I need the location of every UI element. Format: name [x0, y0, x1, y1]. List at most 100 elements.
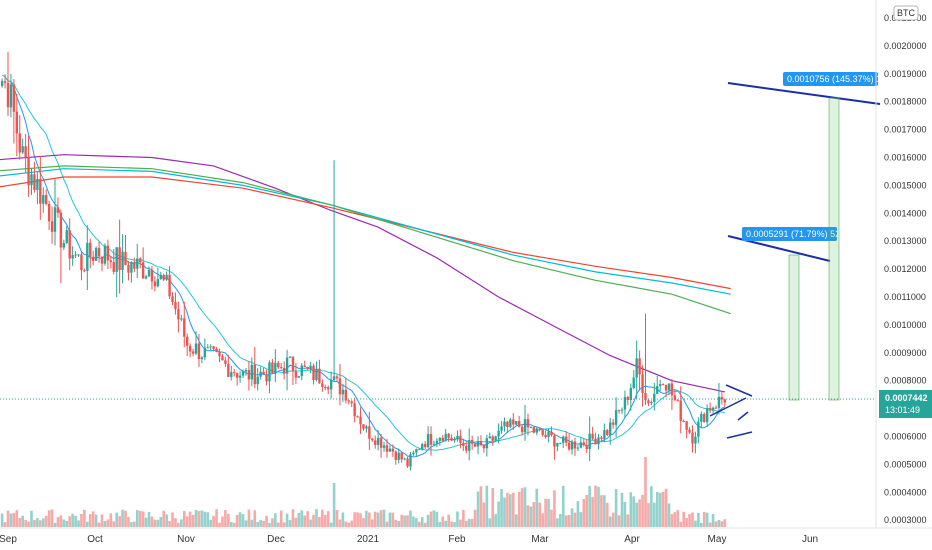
- candle-body: [265, 374, 268, 382]
- candle-body: [62, 243, 66, 248]
- volume-bar: [688, 514, 691, 527]
- volume-bar: [174, 518, 177, 527]
- candle-body: [365, 426, 368, 429]
- candle-body: [15, 111, 19, 134]
- volume-bar: [36, 518, 39, 527]
- candle-body: [711, 407, 715, 411]
- candle-body: [177, 309, 180, 320]
- volume-bar: [582, 498, 586, 527]
- measure-box[interactable]: [788, 254, 800, 401]
- volume-bar: [561, 485, 565, 527]
- candle-body: [594, 438, 597, 445]
- measure-tag[interactable]: [783, 72, 878, 86]
- candle-body: [138, 258, 142, 263]
- volume-bar: [450, 521, 453, 527]
- volume-bar: [27, 521, 30, 527]
- volume-bar: [720, 521, 724, 527]
- volume-bar: [206, 512, 210, 527]
- candle-body: [700, 413, 703, 422]
- candle-body: [91, 256, 95, 261]
- candle-body: [385, 445, 389, 452]
- candle-body: [115, 247, 118, 272]
- y-tick-label: 0.0012000: [884, 264, 927, 274]
- candle-body: [597, 437, 600, 445]
- currency-badge[interactable]: [893, 5, 919, 21]
- volume-bar: [506, 492, 509, 527]
- volume-bar: [382, 509, 386, 527]
- volume-bar: [86, 521, 89, 527]
- candle-body: [112, 261, 115, 272]
- volume-bar: [714, 521, 718, 527]
- measure-tag-text: 0.0005291 (71.79%) 5291: [746, 229, 850, 239]
- candle-body: [670, 383, 674, 396]
- x-tick-label: Jun: [802, 534, 818, 545]
- candle-body: [247, 369, 251, 380]
- candle-body: [429, 434, 433, 445]
- volume-bar: [476, 491, 480, 527]
- volume-bar: [326, 511, 330, 527]
- candle-body: [538, 428, 541, 430]
- volume-bar: [335, 509, 339, 527]
- volume-bar: [133, 521, 136, 527]
- measure-boxes[interactable]: 0.0005291 (71.79%) 5291 0.0010756 (145.37…: [709, 72, 896, 439]
- volume-bar: [638, 499, 641, 527]
- candle-body: [491, 436, 494, 441]
- candle-body: [526, 419, 530, 428]
- candle-body: [329, 379, 333, 390]
- candle-body: [638, 358, 641, 375]
- candle-body: [65, 230, 68, 244]
- volume-bar: [274, 513, 277, 527]
- volume-bar: [321, 509, 324, 527]
- volume-bar: [185, 516, 189, 527]
- candle-body: [147, 270, 151, 277]
- volume-bar: [376, 512, 380, 527]
- candle-body: [27, 156, 30, 186]
- candle-body: [97, 248, 101, 257]
- y-tick-label: 0.0011000: [884, 292, 926, 302]
- volume-bar: [509, 494, 512, 527]
- upper-trendline[interactable]: [727, 82, 881, 105]
- triangle-top-line[interactable]: [725, 384, 753, 397]
- volume-bar: [547, 498, 550, 527]
- volume-bar: [541, 513, 544, 527]
- candle-body: [479, 441, 483, 445]
- volume-bar: [62, 519, 66, 527]
- candle-body: [450, 437, 453, 441]
- volume-bar: [417, 521, 421, 527]
- volume-bar: [573, 512, 577, 527]
- volume-bar: [218, 522, 221, 527]
- candle-body: [520, 426, 524, 433]
- volume-bar: [432, 510, 436, 527]
- volume-bar: [650, 486, 653, 527]
- volume-bar: [165, 514, 168, 527]
- volume-bar: [0, 513, 4, 527]
- candle-body: [285, 357, 289, 374]
- candle-body: [221, 356, 224, 361]
- candle-body: [547, 431, 550, 438]
- volume-bar: [203, 511, 207, 527]
- volume-bar: [576, 501, 580, 527]
- volume-bar: [441, 516, 445, 527]
- y-tick-label: 0.0009000: [884, 348, 927, 358]
- candle-body: [629, 387, 632, 401]
- candle-body: [18, 133, 21, 153]
- volume-bar: [453, 522, 456, 527]
- volume-bar: [30, 510, 33, 527]
- volume-bar: [39, 520, 42, 527]
- volume-bar: [297, 512, 301, 527]
- candle-body: [567, 442, 571, 450]
- projection-line[interactable]: [726, 431, 753, 439]
- measure-box[interactable]: [828, 97, 840, 401]
- volume-bar: [259, 519, 262, 527]
- candle-body: [611, 422, 615, 425]
- volume-bar: [482, 502, 486, 527]
- candle-body: [512, 419, 515, 425]
- x-tick-label: Sep: [0, 534, 17, 545]
- volume-bar: [288, 520, 292, 527]
- triangle-bottom-line[interactable]: [709, 397, 747, 417]
- triangle-inner-line[interactable]: [737, 411, 749, 421]
- measure-tag[interactable]: [742, 227, 837, 241]
- candle-body: [415, 449, 418, 453]
- volume-bar: [306, 511, 309, 527]
